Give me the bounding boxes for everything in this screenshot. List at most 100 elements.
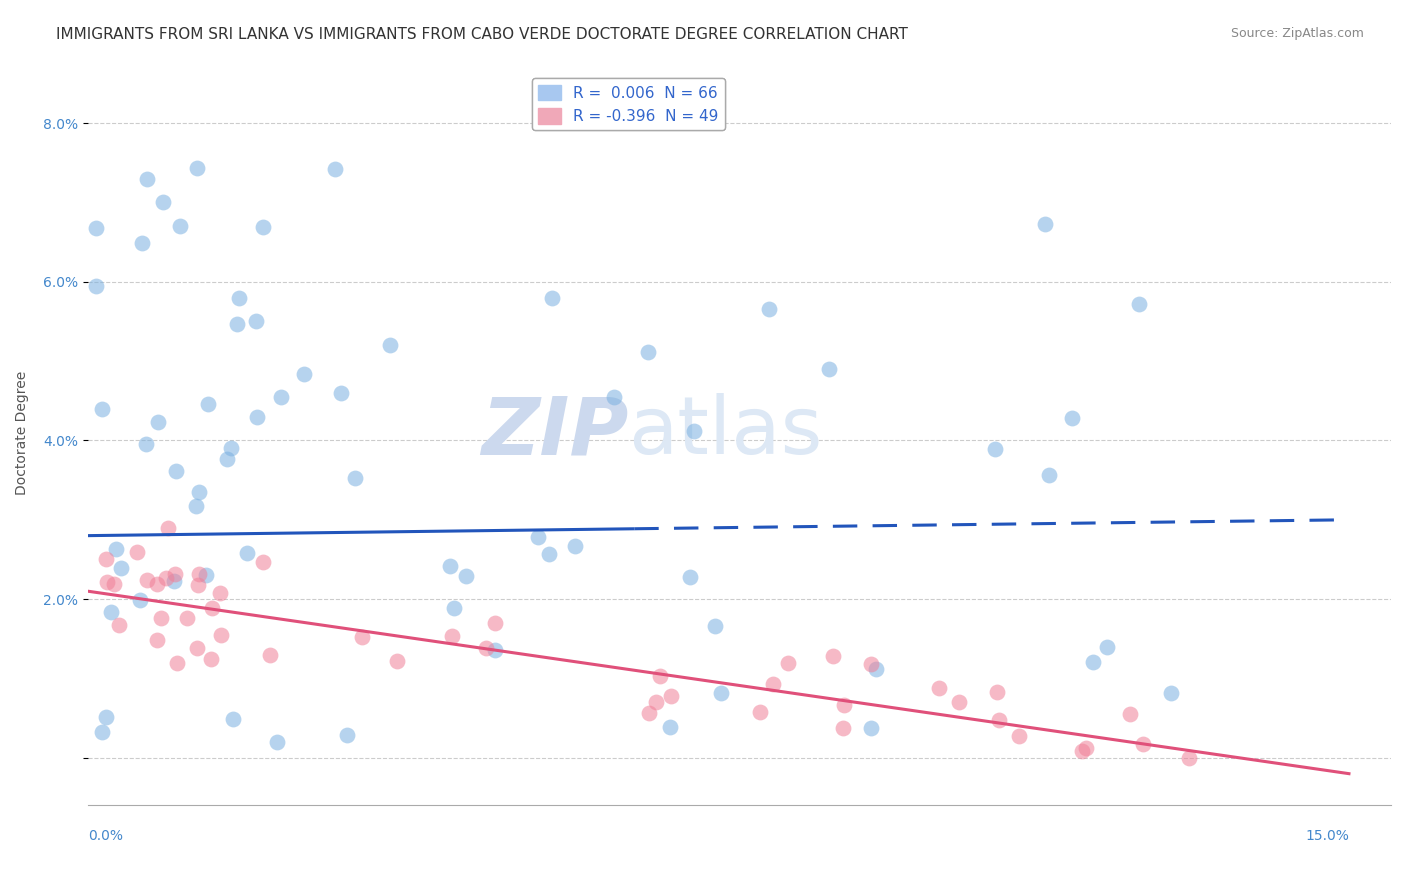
Point: [710, 685, 733, 699]
Point: [135, 171, 157, 186]
Point: [758, 301, 780, 316]
Point: [1062, 411, 1084, 425]
Point: [1178, 751, 1201, 765]
Text: 0.0%: 0.0%: [87, 830, 122, 843]
Point: [537, 547, 560, 561]
Point: [648, 669, 671, 683]
Point: [127, 545, 149, 559]
Point: [94, 552, 117, 566]
Point: [644, 695, 666, 709]
Point: [110, 561, 132, 575]
Point: [859, 657, 882, 672]
Point: [259, 648, 281, 662]
Point: [831, 721, 853, 735]
Point: [292, 367, 315, 381]
Point: [1081, 655, 1104, 669]
Point: [603, 390, 626, 404]
Point: [749, 706, 772, 720]
Point: [350, 630, 373, 644]
Point: [1038, 467, 1060, 482]
Point: [385, 655, 408, 669]
Point: [152, 195, 174, 210]
Point: [96, 575, 118, 590]
Point: [201, 600, 224, 615]
Point: [928, 681, 950, 695]
Point: [155, 571, 177, 585]
Point: [638, 706, 661, 720]
Point: [84, 221, 107, 235]
Point: [540, 291, 562, 305]
Point: [146, 577, 169, 591]
Point: [90, 724, 112, 739]
Point: [270, 390, 292, 404]
Point: [188, 485, 211, 500]
Text: atlas: atlas: [628, 393, 823, 472]
Point: [135, 437, 157, 451]
Point: [865, 662, 887, 676]
Point: [984, 442, 1007, 456]
Point: [209, 628, 232, 642]
Point: [186, 161, 208, 175]
Point: [146, 633, 169, 648]
Point: [108, 617, 131, 632]
Point: [1071, 744, 1094, 758]
Point: [859, 722, 882, 736]
Point: [330, 385, 353, 400]
Point: [188, 567, 211, 582]
Point: [564, 540, 586, 554]
Point: [762, 677, 785, 691]
Point: [1128, 297, 1150, 311]
Point: [187, 578, 209, 592]
Point: [91, 402, 114, 417]
Point: [948, 695, 970, 709]
Text: IMMIGRANTS FROM SRI LANKA VS IMMIGRANTS FROM CABO VERDE DOCTORATE DEGREE CORRELA: IMMIGRANTS FROM SRI LANKA VS IMMIGRANTS …: [56, 27, 908, 42]
Point: [1035, 217, 1057, 231]
Point: [484, 616, 506, 631]
Point: [1074, 741, 1097, 756]
Point: [659, 720, 682, 734]
Text: ZIP: ZIP: [481, 393, 628, 472]
Point: [219, 441, 242, 455]
Point: [1118, 707, 1140, 722]
Point: [986, 684, 1008, 698]
Point: [208, 586, 231, 600]
Point: [136, 573, 159, 587]
Point: [186, 499, 208, 513]
Point: [222, 712, 245, 726]
Point: [454, 569, 477, 583]
Point: [195, 568, 218, 582]
Point: [163, 574, 186, 589]
Point: [343, 471, 366, 485]
Point: [236, 546, 259, 560]
Point: [823, 648, 845, 663]
Point: [186, 640, 208, 655]
Point: [200, 652, 222, 666]
Point: [169, 219, 191, 234]
Point: [1097, 640, 1119, 654]
Point: [228, 291, 250, 305]
Point: [100, 605, 122, 619]
Point: [443, 600, 465, 615]
Point: [252, 555, 274, 569]
Point: [131, 235, 153, 250]
Point: [440, 629, 463, 643]
Legend: R =  0.006  N = 66, R = -0.396  N = 49: R = 0.006 N = 66, R = -0.396 N = 49: [533, 78, 725, 130]
Point: [148, 415, 170, 429]
Point: [336, 728, 359, 742]
Text: Source: ZipAtlas.com: Source: ZipAtlas.com: [1230, 27, 1364, 40]
Point: [103, 577, 125, 591]
Text: 15.0%: 15.0%: [1305, 830, 1348, 843]
Point: [129, 592, 152, 607]
Point: [988, 713, 1011, 727]
Point: [683, 424, 706, 438]
Point: [266, 735, 288, 749]
Point: [225, 318, 247, 332]
Point: [679, 570, 702, 584]
Point: [527, 531, 550, 545]
Point: [176, 611, 198, 625]
Point: [659, 689, 682, 703]
Point: [104, 541, 127, 556]
Point: [323, 161, 346, 176]
Point: [474, 641, 496, 656]
Point: [163, 567, 186, 582]
